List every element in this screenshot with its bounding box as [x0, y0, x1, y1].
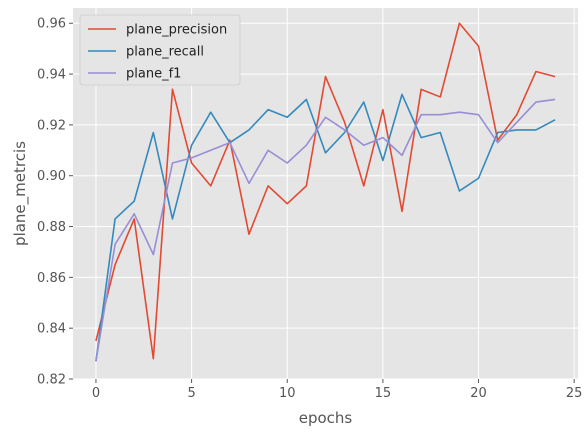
legend-label: plane_precision	[126, 23, 227, 38]
legend-label: plane_f1	[126, 67, 181, 82]
x-tick-label: 15	[375, 386, 392, 401]
x-tick-label: 5	[187, 386, 195, 401]
x-tick-label: 10	[279, 386, 296, 401]
series-line-plane-f1	[95, 98, 556, 362]
series-layer	[95, 22, 556, 362]
x-axis-label: epochs	[299, 409, 353, 427]
y-tick-label: 0.86	[37, 271, 66, 286]
x-tick-label: 0	[92, 386, 100, 401]
y-tick-label: 0.94	[37, 68, 66, 83]
y-tick-label: 0.92	[37, 118, 66, 133]
legend-box	[79, 14, 241, 86]
series-line-plane-precision	[95, 22, 556, 360]
y-tick-label: 0.82	[37, 373, 66, 388]
y-tick-label: 0.88	[37, 220, 66, 235]
y-axis-label: plane_metrcis	[11, 141, 30, 246]
series-line-plane-recall	[95, 93, 556, 362]
x-tick-label: 20	[470, 386, 487, 401]
axis-ticks: 0 5 10 15 20 25 0.82 0.84 0.86 0.88 0.90 0.92 0.94 0.…	[37, 17, 582, 401]
y-tick-label: 0.90	[37, 169, 66, 184]
legend-label: plane_recall	[126, 45, 204, 60]
y-tick-label: 0.84	[37, 322, 66, 337]
x-tick-label: 25	[566, 386, 583, 401]
legend: plane_precision plane_recall plane_f1	[79, 14, 241, 86]
y-tick-label: 0.96	[37, 17, 66, 32]
